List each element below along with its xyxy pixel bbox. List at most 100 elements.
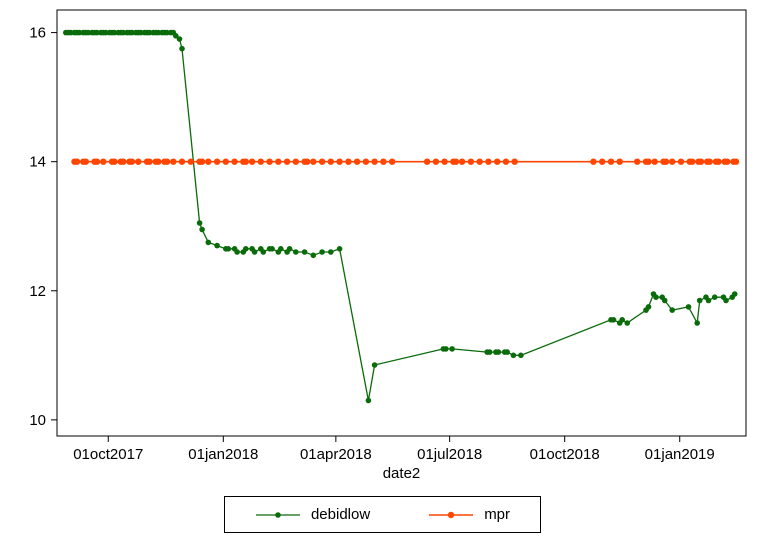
debidlow-marker — [301, 249, 308, 255]
debidlow-marker — [723, 297, 729, 304]
mpr-marker — [93, 158, 101, 165]
mpr-marker — [511, 158, 518, 165]
debidlow-marker — [619, 317, 625, 323]
mpr-marker — [452, 158, 460, 165]
mpr-marker — [242, 158, 249, 165]
mpr-marker — [458, 158, 466, 165]
mpr-marker — [146, 158, 153, 165]
debidlow-marker — [653, 294, 659, 301]
x-tick-label: 01jan2019 — [645, 446, 715, 463]
mpr-marker — [111, 158, 118, 165]
mpr-marker — [362, 158, 370, 165]
debidlow-marker — [286, 246, 293, 252]
legend-item-debidlow: debidlow — [255, 506, 370, 523]
mpr-marker — [120, 158, 127, 165]
mpr-marker — [645, 158, 652, 165]
mpr-marker — [155, 158, 162, 165]
mpr-marker — [303, 158, 311, 165]
mpr-marker — [467, 158, 475, 165]
debidlow-marker — [293, 249, 299, 255]
legend-wrap: debidlow mpr — [0, 496, 765, 533]
mpr-marker — [432, 158, 440, 165]
debidlow-marker — [518, 352, 524, 359]
mpr-marker — [73, 158, 81, 165]
y-tick-label: 14 — [29, 154, 46, 171]
mpr-marker — [634, 158, 641, 165]
mpr-marker — [257, 158, 264, 165]
mpr-marker — [706, 158, 713, 165]
debidlow-marker — [705, 297, 712, 304]
debidlow-marker — [510, 352, 517, 359]
mpr-marker — [599, 158, 606, 165]
debidlow-marker — [685, 304, 692, 310]
mpr-marker — [669, 158, 676, 165]
mpr-marker — [485, 158, 492, 165]
debidlow-marker — [495, 349, 502, 355]
debidlow-marker — [371, 362, 378, 368]
debidlow-line-marker-icon — [255, 511, 300, 518]
series-mpr — [71, 158, 740, 165]
mpr-marker — [353, 158, 361, 165]
legend-item-mpr: mpr — [428, 506, 510, 523]
mpr-marker — [292, 158, 299, 165]
debidlow-marker — [214, 242, 220, 249]
debidlow-marker — [260, 249, 267, 255]
mpr-marker — [441, 158, 448, 165]
mpr-marker — [187, 158, 194, 165]
debidlow-marker — [711, 294, 718, 301]
x-axis-title: date2 — [383, 465, 421, 482]
debidlow-marker — [661, 297, 668, 304]
mpr-marker — [128, 158, 136, 165]
x-tick-label: 01jan2018 — [188, 446, 258, 463]
mpr-marker — [163, 158, 171, 165]
y-tick-label: 12 — [29, 283, 46, 300]
debidlow-marker — [269, 246, 275, 252]
y-tick-label: 10 — [29, 412, 46, 429]
debidlow-marker — [669, 307, 675, 313]
mpr-marker — [651, 158, 658, 165]
debidlow-marker — [319, 249, 325, 255]
mpr-marker — [380, 158, 387, 165]
debidlow-marker — [610, 317, 617, 323]
debidlow-marker — [179, 45, 185, 52]
mpr-marker — [100, 158, 107, 165]
mpr-marker — [213, 158, 221, 165]
debidlow-marker — [365, 397, 372, 404]
mpr-marker — [677, 158, 685, 165]
x-axis: 01oct2017 01jan2018 01apr2018 01jul2018 01oc… — [73, 436, 715, 463]
legend-label-mpr: mpr — [484, 506, 511, 523]
debidlow-marker — [696, 297, 703, 304]
mpr-marker — [248, 158, 256, 165]
plot-area-border — [56, 9, 747, 437]
debidlow-marker — [310, 252, 317, 259]
mpr-line-marker-icon — [429, 511, 474, 518]
mpr-marker — [170, 158, 177, 165]
mpr-marker — [423, 158, 431, 165]
mpr-marker — [697, 158, 705, 165]
x-tick-label: 01apr2018 — [300, 446, 372, 463]
debidlow-marker — [336, 246, 343, 252]
mpr-marker — [662, 158, 670, 165]
debidlow-marker — [251, 249, 258, 255]
debidlow-marker — [694, 320, 700, 326]
debidlow-marker — [176, 36, 183, 42]
debidlow-marker — [225, 246, 232, 252]
mpr-marker — [135, 158, 142, 165]
y-axis: 10 12 14 16 — [29, 25, 57, 429]
mpr-marker — [283, 158, 291, 165]
mpr-marker — [222, 158, 229, 165]
mpr-marker — [82, 158, 90, 165]
chart-plot-svg: 10 12 14 16 01oct2017 01jan2018 01apr2018 01jul… — [29, 9, 747, 482]
mpr-marker — [715, 158, 722, 165]
mpr-marker — [198, 158, 206, 165]
mpr-marker — [502, 158, 510, 165]
mpr-marker — [476, 158, 483, 165]
debidlow-marker — [624, 320, 630, 326]
debidlow-marker — [278, 246, 284, 252]
mpr-marker — [310, 158, 317, 165]
x-tick-label: 01jul2018 — [417, 446, 482, 463]
debidlow-marker — [199, 226, 205, 233]
mpr-marker — [494, 158, 501, 165]
mpr-marker — [266, 158, 273, 165]
